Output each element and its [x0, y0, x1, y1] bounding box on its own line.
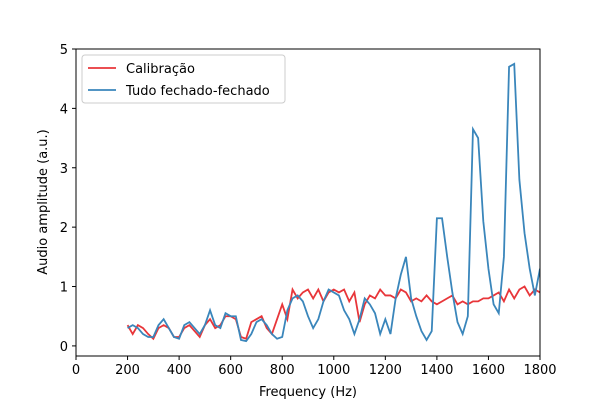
x-tick-label: 1600	[472, 363, 505, 378]
x-tick-label: 400	[167, 363, 192, 378]
legend-box	[81, 54, 286, 104]
x-axis-label: Frequency (Hz)	[259, 385, 357, 400]
series-line	[127, 62, 540, 343]
legend-label: Tudo fechado-fechado	[125, 84, 270, 99]
x-tick-label: 1400	[420, 363, 453, 378]
legend-label: Calibração	[126, 62, 195, 77]
y-axis-label: Audio amplitude (a.u.)	[36, 129, 51, 275]
x-tick-label: 0	[72, 363, 80, 378]
series-line	[126, 285, 540, 341]
x-tick-label: 1200	[369, 363, 402, 378]
y-tick-label: 2	[60, 221, 68, 236]
y-tick-label: 3	[60, 162, 68, 177]
y-tick-label: 1	[60, 281, 68, 296]
x-tick-label: 800	[270, 363, 295, 378]
x-tick-label: 1800	[523, 363, 556, 378]
y-tick-label: 4	[60, 102, 68, 117]
y-tick-label: 0	[60, 340, 68, 355]
plot-frame	[75, 48, 541, 357]
x-tick-label: 200	[115, 363, 140, 378]
x-tick-label: 1000	[317, 363, 350, 378]
y-tick-label: 5	[60, 43, 68, 58]
x-tick-label: 600	[218, 363, 243, 378]
